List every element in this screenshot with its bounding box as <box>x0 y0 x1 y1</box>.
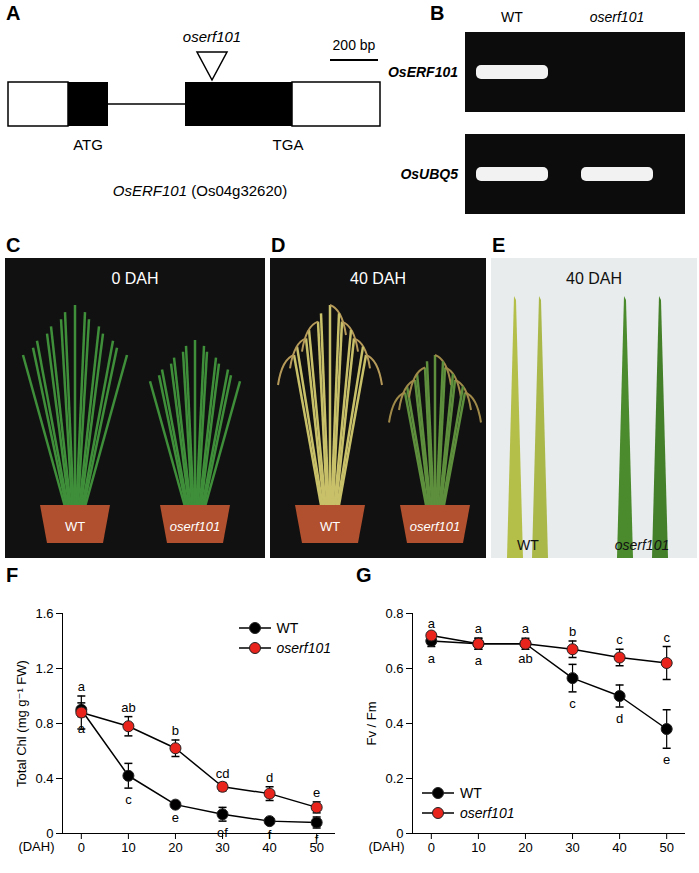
svg-text:0: 0 <box>78 840 85 855</box>
svg-text:cd: cd <box>216 766 230 781</box>
svg-text:0: 0 <box>396 825 404 841</box>
svg-text:WT: WT <box>517 537 539 553</box>
svg-text:oserf101: oserf101 <box>615 537 669 553</box>
svg-text:(DAH): (DAH) <box>18 839 54 854</box>
svg-text:Fv / Fm: Fv / Fm <box>364 701 379 745</box>
svg-text:50: 50 <box>659 840 673 855</box>
svg-text:a: a <box>522 621 530 636</box>
html-text:F: F <box>6 564 19 586</box>
svg-text:a: a <box>428 651 436 666</box>
svg-text:30: 30 <box>215 840 229 855</box>
svg-text:0.8: 0.8 <box>385 606 403 621</box>
svg-text:0.8: 0.8 <box>35 716 53 731</box>
svg-text:40 DAH: 40 DAH <box>566 270 622 287</box>
svg-text:40: 40 <box>262 840 276 855</box>
svg-text:OsERF101 (Os04g32620): OsERF101 (Os04g32620) <box>113 182 287 199</box>
svg-text:a: a <box>77 720 85 736</box>
svg-text:ef: ef <box>217 825 228 840</box>
html-text:WT: WT <box>276 620 299 636</box>
svg-text:c: c <box>569 696 576 711</box>
svg-text:10: 10 <box>121 840 135 855</box>
svg-text:c: c <box>663 630 670 645</box>
svg-text:50: 50 <box>309 839 324 855</box>
svg-text:a: a <box>475 621 483 636</box>
html-text:G: G <box>356 564 372 586</box>
svg-text:40: 40 <box>612 840 626 855</box>
svg-text:TGA: TGA <box>273 136 304 153</box>
svg-text:OsERF101: OsERF101 <box>388 64 458 80</box>
svg-text:d: d <box>266 770 273 785</box>
svg-text:0 DAH: 0 DAH <box>111 270 158 287</box>
svg-text:D: D <box>271 234 285 256</box>
svg-text:0: 0 <box>46 825 54 841</box>
svg-text:20: 20 <box>518 840 532 855</box>
svg-text:OsUBQ5: OsUBQ5 <box>400 166 458 182</box>
svg-text:f: f <box>315 832 319 847</box>
svg-text:30: 30 <box>565 840 579 855</box>
svg-text:ab: ab <box>121 700 135 715</box>
svg-text:oserf101: oserf101 <box>590 9 644 25</box>
svg-text:10: 10 <box>471 840 485 855</box>
svg-text:e: e <box>313 785 320 800</box>
svg-text:(DAH): (DAH) <box>368 839 404 854</box>
svg-text:c: c <box>125 792 132 807</box>
html-text:WT: WT <box>460 785 482 801</box>
svg-text:0.2: 0.2 <box>385 771 403 786</box>
svg-text:B: B <box>430 2 444 24</box>
svg-text:WT: WT <box>501 9 523 25</box>
svg-text:C: C <box>6 234 20 256</box>
svg-text:b: b <box>172 723 179 738</box>
svg-text:oserf101: oserf101 <box>410 519 461 534</box>
svg-text:a: a <box>475 653 483 668</box>
svg-text:1.2: 1.2 <box>35 661 53 676</box>
svg-text:e: e <box>172 810 179 825</box>
svg-text:0: 0 <box>428 840 435 855</box>
svg-text:d: d <box>616 711 623 726</box>
svg-text:b: b <box>569 624 576 639</box>
svg-text:0.4: 0.4 <box>35 771 53 786</box>
svg-text:f: f <box>268 827 272 842</box>
svg-text:WT: WT <box>65 519 85 534</box>
svg-text:oserf101: oserf101 <box>170 519 221 534</box>
svg-text:0.6: 0.6 <box>385 661 403 676</box>
svg-text:oserf101: oserf101 <box>183 28 241 45</box>
svg-text:40 DAH: 40 DAH <box>350 270 406 287</box>
html-text:oserf101: oserf101 <box>276 640 331 656</box>
svg-text:WT: WT <box>320 519 340 534</box>
svg-text:e: e <box>663 752 670 767</box>
svg-text:1.6: 1.6 <box>35 606 53 621</box>
svg-text:a: a <box>428 616 436 631</box>
svg-text:20: 20 <box>168 840 182 855</box>
svg-text:a: a <box>78 679 86 694</box>
svg-text:ATG: ATG <box>73 136 103 153</box>
svg-text:200 bp: 200 bp <box>333 37 376 53</box>
svg-text:E: E <box>492 234 505 256</box>
svg-text:Total Chl (mg g⁻¹ FW): Total Chl (mg g⁻¹ FW) <box>14 660 29 787</box>
svg-text:0.4: 0.4 <box>385 716 403 731</box>
svg-text:c: c <box>616 632 623 647</box>
html-text:oserf101: oserf101 <box>460 805 515 821</box>
svg-text:A: A <box>6 2 20 24</box>
svg-text:ab: ab <box>518 651 532 666</box>
